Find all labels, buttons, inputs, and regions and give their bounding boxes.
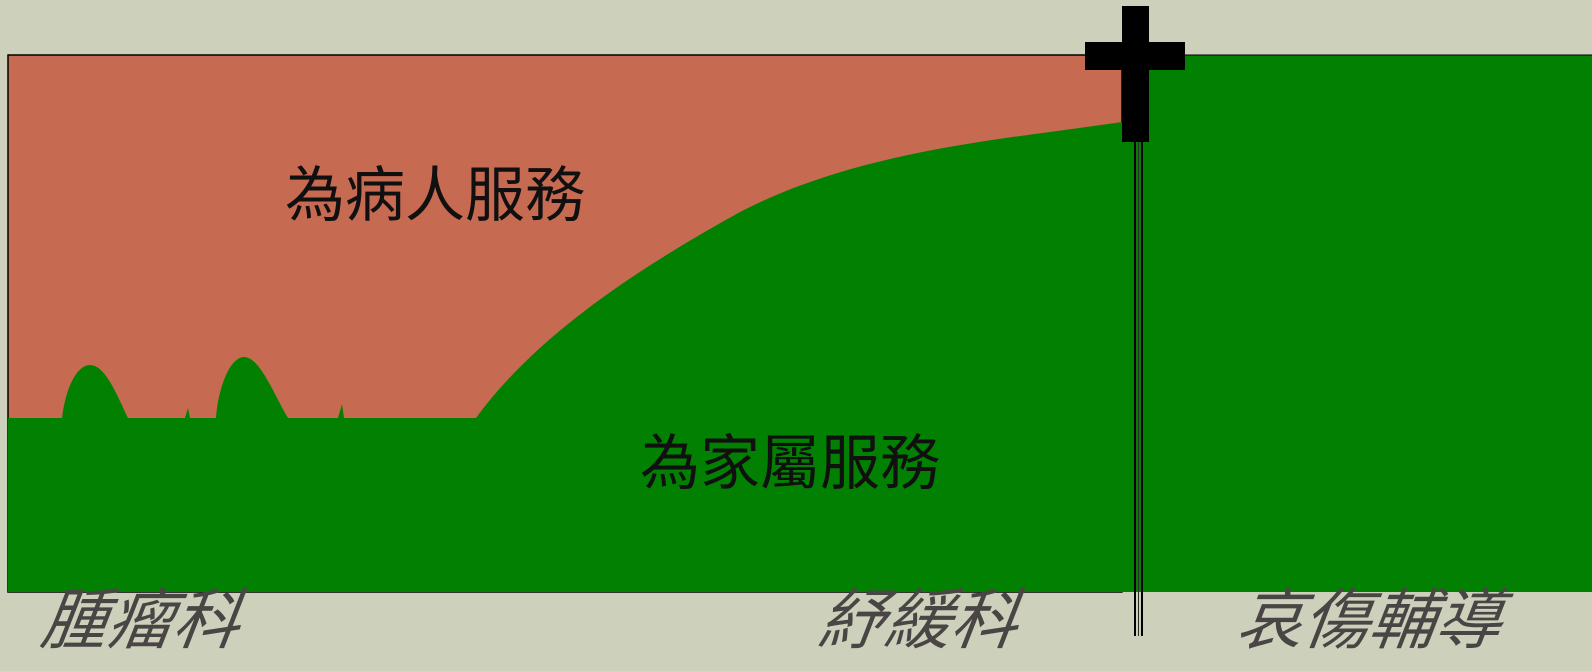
bereavement-region [1122,55,1592,592]
cross-icon [1085,6,1185,142]
phase-label-oncology: 腫瘤科 [36,582,246,659]
patient-care-label: 為病人服務 [285,161,585,231]
phase-label-palliative: 紓緩科 [814,582,1024,659]
divider-line [1134,140,1143,636]
family-care-label: 為家屬服務 [640,429,940,499]
phase-label-bereavement: 哀傷輔導 [1232,582,1508,659]
family-care-region [8,122,1122,592]
